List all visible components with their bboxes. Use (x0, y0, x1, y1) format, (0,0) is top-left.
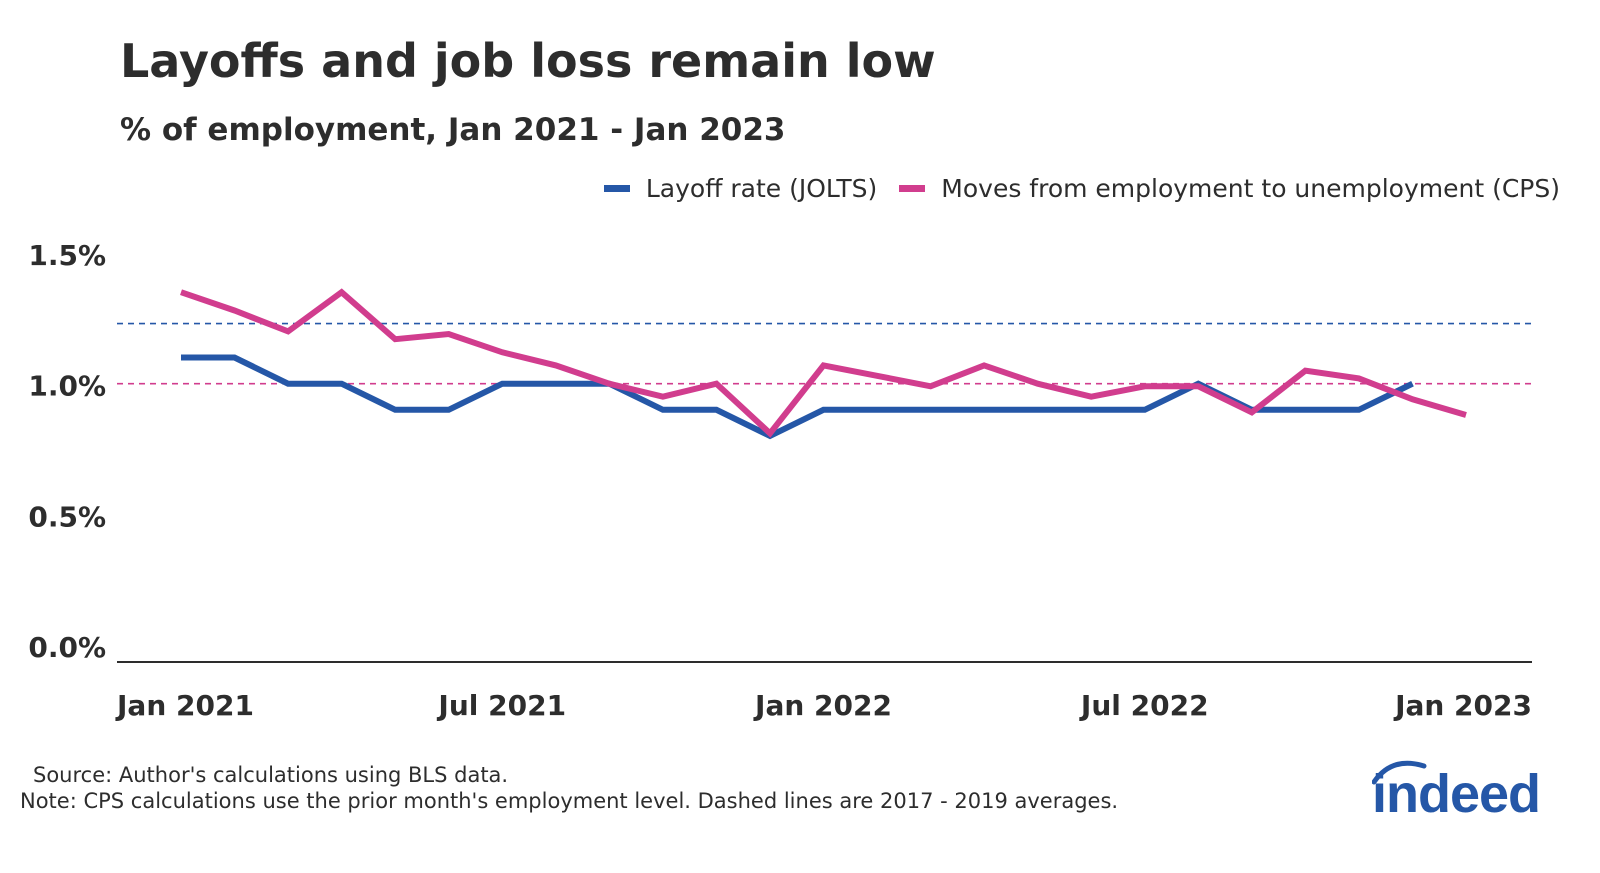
y-tick-label: 1.0% (28, 370, 106, 403)
legend-item-jolts: Layoff rate (JOLTS) (603, 174, 878, 203)
x-tick-label: Jul 2021 (436, 689, 566, 722)
chart-title: Layoffs and job loss remain low (120, 34, 936, 88)
x-tick-label: Jan 2022 (753, 689, 892, 722)
indeed-logo: indeed (1372, 760, 1541, 820)
y-tick-label: 1.5% (28, 239, 106, 272)
methodology-note: Note: CPS calculations use the prior mon… (20, 789, 1119, 813)
source-note: Source: Author's calculations using BLS … (33, 763, 509, 787)
legend-label-jolts: Layoff rate (JOLTS) (645, 174, 878, 203)
y-tick-label: 0.5% (28, 500, 106, 533)
x-tick-label: Jul 2022 (1079, 689, 1209, 722)
svg-text:indeed: indeed (1372, 764, 1540, 820)
series-line-cps (180, 288, 1467, 438)
y-tick-label: 0.0% (28, 631, 106, 664)
legend-label-cps: Moves from employment to unemployment (C… (941, 174, 1560, 203)
x-tick-label: Jan 2021 (115, 689, 254, 722)
legend-swatch-jolts (603, 185, 630, 192)
x-tick-label: Jan 2023 (1393, 689, 1532, 722)
legend-swatch-cps (899, 185, 926, 192)
legend-item-cps: Moves from employment to unemployment (C… (899, 174, 1560, 203)
legend: Layoff rate (JOLTS) Moves from employmen… (582, 174, 1560, 203)
chart-subtitle: % of employment, Jan 2021 - Jan 2023 (120, 112, 786, 148)
